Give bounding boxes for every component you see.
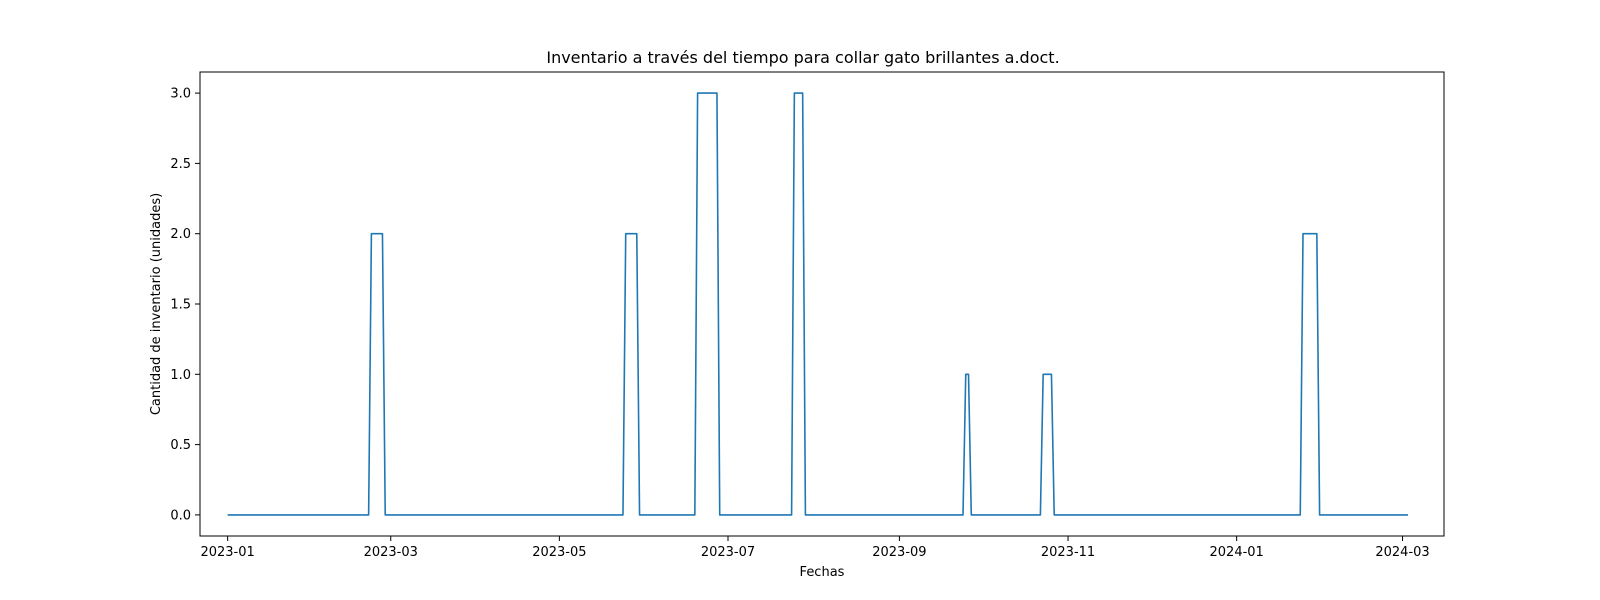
x-tick-label: 2024-03 (1375, 545, 1429, 560)
series-layer (227, 92, 1409, 516)
x-tick-label: 2023-01 (200, 545, 254, 560)
x-tick-label: 2023-05 (532, 545, 586, 560)
y-tick-label: 2.0 (170, 227, 191, 242)
tick-layer: 2023-01 2023-03 2023-05 2023-07 2023-09 2023-… (170, 87, 1429, 560)
y-tick-label: 2.5 (170, 157, 191, 172)
x-tick-label: 2023-11 (1041, 545, 1095, 560)
y-tick-label: 0.0 (170, 508, 191, 523)
inventory-series-line (227, 92, 1409, 516)
y-tick-label: 3.0 (170, 87, 191, 102)
plot-frame (199, 71, 1445, 537)
x-tick-label: 2023-03 (364, 545, 418, 560)
x-tick-label: 2023-09 (872, 545, 926, 560)
y-tick-label: 0.5 (170, 438, 191, 453)
y-axis-label: Cantidad de inventario (unidades) (149, 193, 164, 415)
y-tick-label: 1.5 (170, 298, 191, 313)
x-tick-label: 2024-01 (1210, 545, 1264, 560)
y-tick-label: 1.0 (170, 368, 191, 383)
x-axis-label: Fechas (800, 565, 845, 580)
x-tick-label: 2023-07 (701, 545, 755, 560)
plot-area (200, 72, 1444, 536)
chart-title: Inventario a través del tiempo para coll… (546, 48, 1059, 67)
